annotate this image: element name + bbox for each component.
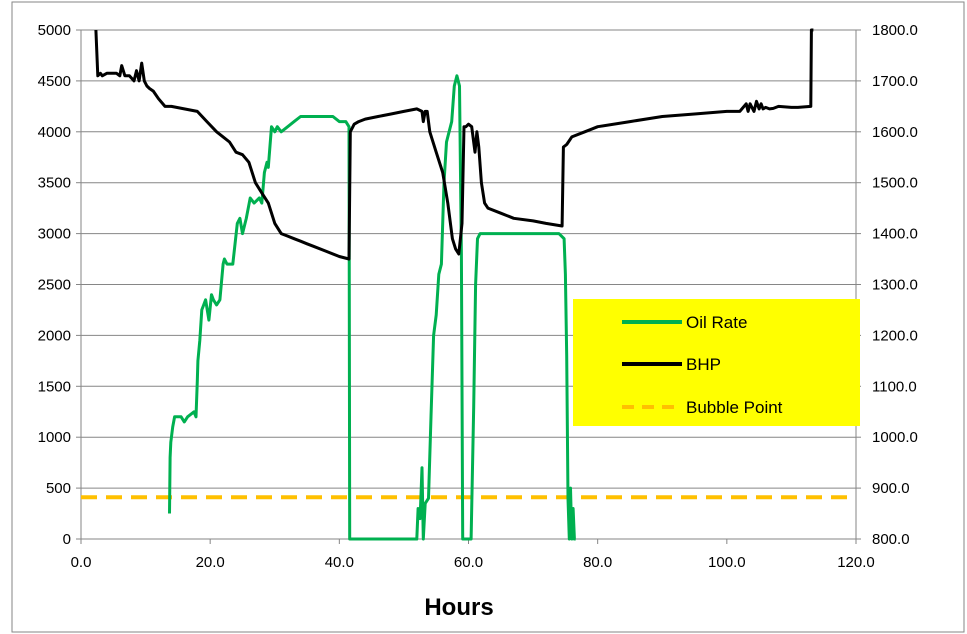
y2-tick-label: 1200.0: [872, 327, 918, 344]
y-tick-label: 1000: [38, 429, 71, 446]
y-tick-label: 2500: [38, 277, 71, 294]
series-line-bhp: [94, 28, 814, 261]
y2-tick-label: 1700.0: [872, 73, 918, 90]
y-tick-label: 1500: [38, 378, 71, 395]
legend-label-bubble-point: Bubble Point: [686, 398, 783, 417]
x-tick-label: 100.0: [708, 554, 746, 571]
x-tick-label: 40.0: [325, 554, 354, 571]
x-tick-label: 60.0: [454, 554, 483, 571]
y-tick-label: 5000: [38, 22, 71, 39]
y2-tick-label: 1000.0: [872, 429, 918, 446]
y-tick-label: 0: [63, 531, 71, 548]
legend-label-oil-rate: Oil Rate: [686, 313, 747, 332]
x-tick-label: 120.0: [837, 554, 875, 571]
series-line-oil-rate: [168, 74, 576, 541]
y2-tick-label: 1500.0: [872, 175, 918, 192]
y2-tick-label: 1400.0: [872, 226, 918, 243]
y-tick-label: 2000: [38, 327, 71, 344]
y-tick-label: 3500: [38, 175, 71, 192]
y2-tick-label: 1800.0: [872, 22, 918, 39]
y-tick-label: 3000: [38, 226, 71, 243]
legend-label-bhp: BHP: [686, 355, 721, 374]
y-tick-label: 4000: [38, 124, 71, 141]
y2-tick-label: 1600.0: [872, 124, 918, 141]
y2-tick-label: 1100.0: [872, 378, 917, 395]
x-tick-label: 20.0: [196, 554, 225, 571]
y2-tick-label: 800.0: [872, 531, 910, 548]
axis-ticks: 0 500 1000 1500 2000 2500 3000 3500 4000 4500 5000…: [38, 22, 918, 571]
y2-tick-label: 1300.0: [872, 277, 918, 294]
series: [81, 28, 856, 541]
y2-tick-label: 900.0: [872, 480, 910, 497]
x-tick-label: 0.0: [71, 554, 92, 571]
legend-box: [573, 299, 860, 426]
y-tick-label: 4500: [38, 73, 71, 90]
x-axis-label: Hours: [424, 594, 493, 621]
x-tick-label: 80.0: [583, 554, 612, 571]
y-tick-label: 500: [46, 480, 71, 497]
